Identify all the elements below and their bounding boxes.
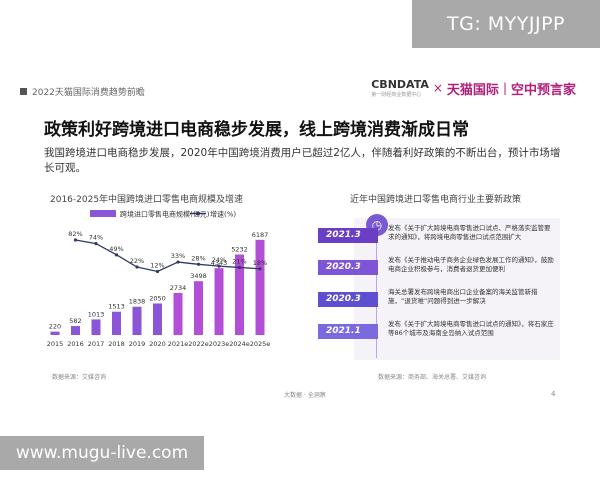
bar-label-2017: 1013 [88, 310, 105, 318]
x-tick-2016: 2016 [67, 340, 84, 348]
growth-label-2019: 22% [130, 257, 144, 265]
x-tick-2015: 2015 [47, 340, 64, 348]
growth-point-2016 [73, 238, 78, 242]
bar-label-2018: 1513 [108, 303, 125, 311]
legend-line-label: 增速(%) [210, 210, 236, 219]
x-tick-2021e: 2021e [168, 340, 189, 348]
growth-label-2018: 49% [109, 245, 123, 253]
growth-line [75, 239, 261, 273]
x-tick-2020: 2020 [149, 340, 166, 348]
bar-2016 [71, 326, 80, 335]
bar-2015 [50, 331, 60, 335]
policy-year: 2021.1 [318, 324, 378, 339]
x-tick-2017: 2017 [88, 340, 105, 348]
policy-year: 2021.3 [318, 228, 378, 243]
growth-point-2018 [114, 253, 119, 257]
bar-label-2021e: 2734 [170, 284, 187, 292]
bar-label-2025e: 6187 [252, 231, 269, 239]
tmall-global-logo: 天猫国际 [446, 82, 499, 98]
legend-bar-label: 跨境进口零售电商规模(亿元) [120, 210, 210, 219]
page-number: 4 [551, 390, 556, 398]
bar-label-2022e: 3498 [190, 272, 207, 280]
legend-bar-swatch [90, 210, 116, 217]
policy-text: 发布《关于扩大跨境电商零售进口试点、严格落实监管要求的通知》，将跨境电商零售进口… [388, 224, 551, 241]
policy-timeline: ◷ 2021.3 发布《关于扩大跨境电商零售进口试点、严格落实监管要求的通知》，… [318, 214, 560, 362]
x-tick-2018: 2018 [108, 340, 125, 348]
bar-2023e [214, 268, 224, 335]
policy-year: 2020.3 [318, 260, 378, 275]
growth-point-2023e [217, 264, 221, 268]
square-bullet-icon [20, 88, 27, 95]
policy-text: 海关总署发布跨境电商出口企业备案的海关监管新措施，“退货难”问题得到进一步解决 [388, 288, 538, 305]
growth-point-2020 [155, 269, 160, 274]
sky-prophet-logo: 空中预言家 [510, 82, 576, 98]
chart-title: 2016-2025年中国跨境进口零售电商规模及增速 [50, 195, 244, 205]
bar-label-2016: 582 [69, 317, 81, 325]
site-watermark: www.mugu-live.com [0, 436, 204, 470]
bar-label-2024e: 5232 [231, 246, 248, 254]
growth-point-2022e [196, 262, 201, 266]
growth-label-2016: 82% [68, 230, 82, 238]
growth-label-2025e: 18% [253, 259, 267, 267]
growth-label-2021e: 33% [171, 252, 185, 260]
growth-point-2017 [94, 242, 98, 246]
report-header: 2022天猫国际消费趋势前瞻 [20, 85, 145, 98]
bar-2024e [235, 254, 244, 335]
bar-2019 [132, 306, 142, 335]
growth-label-2024e: 21% [232, 257, 246, 265]
bar-label-2019: 1838 [129, 298, 146, 306]
growth-point-2019 [135, 265, 139, 269]
logo-divider: | [502, 81, 507, 95]
logo-separator: × [432, 81, 443, 95]
bar-2017 [91, 319, 101, 335]
footer-slogan: 大数据 · 全洞察 [284, 392, 326, 399]
bar-2018 [112, 311, 121, 335]
page-title: 政策利好跨境进口电商稳步发展，线上跨境消费渐成日常 [44, 120, 469, 140]
growth-point-2025e [258, 267, 262, 271]
growth-point-2021e [176, 260, 180, 264]
policy-year: 2020.3 [318, 292, 378, 307]
chart-source: 数据来源：艾媒咨询 [52, 374, 107, 381]
policy-source: 数据来源：商务部、海关总署、艾媒咨询 [378, 374, 487, 381]
x-tick-2022e: 2022e [188, 340, 209, 348]
telegram-watermark: TG: MYYJJPP [412, 0, 600, 48]
policy-title: 近年中国跨境进口零售电商行业主要新政策 [350, 195, 522, 205]
growth-label-2022e: 28% [191, 254, 205, 262]
policy-text: 发布《关于扩大跨境电商零售进口试点的通知》，将石家庄等86个城市及海南全岛纳入试… [388, 320, 554, 337]
bar-label-2023e: 4343 [211, 259, 228, 267]
bar-2020 [153, 303, 162, 335]
report-title: 2022天猫国际消费趋势前瞻 [32, 88, 145, 98]
page-description: 我国跨境进口电商稳步发展，2020年中国跨境消费用户已超过2亿人，伴随着利好政策… [44, 147, 561, 174]
growth-label-2023e: 24% [212, 256, 226, 264]
x-tick-2024e: 2024e [229, 340, 250, 348]
x-tick-2023e: 2023e [209, 340, 230, 348]
policy-text: 发布《关于推动电子商务企业绿色发展工作的通知》，鼓励电商企业积极参与，消费者退货… [388, 256, 554, 273]
cbndata-logo: CBNDATA 第一财经商业数据中心 [371, 78, 429, 98]
bar-2021e [173, 292, 183, 335]
bar-label-2015: 220 [49, 323, 61, 331]
bar-2025e [255, 239, 265, 335]
bar-label-2020: 2050 [149, 294, 166, 302]
growth-point-2024e [237, 265, 242, 270]
bar-2022e [194, 281, 203, 335]
growth-label-2020: 12% [150, 262, 164, 270]
x-tick-2025e: 2025e [250, 340, 271, 348]
logo-bar: CBNDATA 第一财经商业数据中心 × 天猫国际 | 空中预言家 [371, 78, 576, 98]
x-tick-2019: 2019 [129, 340, 146, 348]
growth-label-2017: 74% [89, 234, 103, 242]
